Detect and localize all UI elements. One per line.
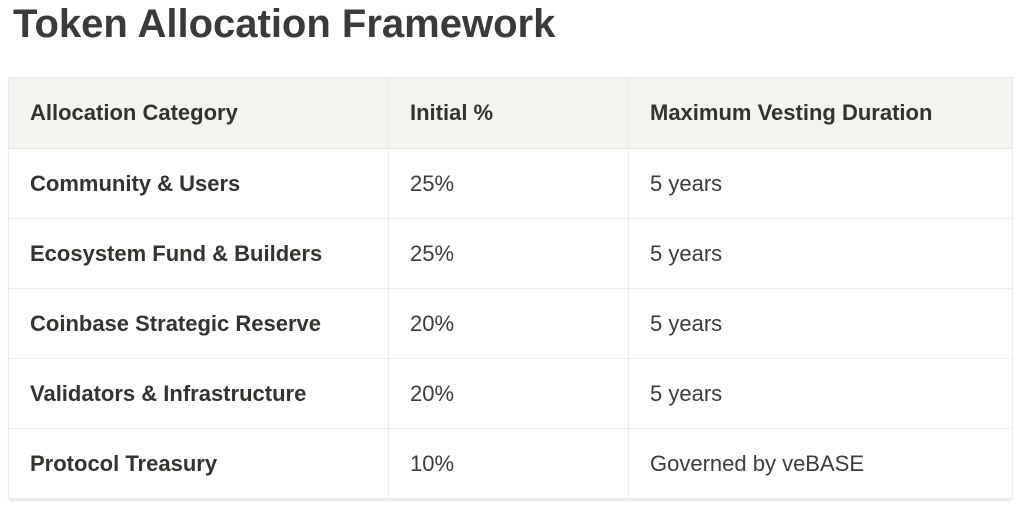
cell-category: Validators & Infrastructure xyxy=(8,358,389,429)
table-row: Validators & Infrastructure 20% 5 years xyxy=(8,358,1013,429)
cell-vesting: Governed by veBASE xyxy=(628,428,1013,499)
cell-vesting: 5 years xyxy=(628,218,1013,289)
column-header-category: Allocation Category xyxy=(8,77,389,149)
page-title: Token Allocation Framework xyxy=(13,2,556,46)
cell-category: Protocol Treasury xyxy=(8,428,389,499)
table-row: Coinbase Strategic Reserve 20% 5 years xyxy=(8,288,1013,359)
table-header: Allocation Category Initial % Maximum Ve… xyxy=(8,77,1013,149)
cell-category: Ecosystem Fund & Builders xyxy=(8,218,389,289)
allocation-table-container: Allocation Category Initial % Maximum Ve… xyxy=(8,77,1013,499)
table-row: Community & Users 25% 5 years xyxy=(8,148,1013,219)
cell-initial: 25% xyxy=(388,148,629,219)
allocation-table: Allocation Category Initial % Maximum Ve… xyxy=(8,77,1013,499)
cell-initial: 20% xyxy=(388,288,629,359)
cell-initial: 10% xyxy=(388,428,629,499)
cell-vesting: 5 years xyxy=(628,148,1013,219)
cell-category: Community & Users xyxy=(8,148,389,219)
table-row: Protocol Treasury 10% Governed by veBASE xyxy=(8,428,1013,499)
cell-vesting: 5 years xyxy=(628,358,1013,429)
header-row: Allocation Category Initial % Maximum Ve… xyxy=(8,77,1013,149)
cell-vesting: 5 years xyxy=(628,288,1013,359)
column-header-vesting: Maximum Vesting Duration xyxy=(628,77,1013,149)
table-row: Ecosystem Fund & Builders 25% 5 years xyxy=(8,218,1013,289)
cell-initial: 25% xyxy=(388,218,629,289)
table-body: Community & Users 25% 5 years Ecosystem … xyxy=(8,148,1013,499)
cell-category: Coinbase Strategic Reserve xyxy=(8,288,389,359)
column-header-initial: Initial % xyxy=(388,77,629,149)
cell-initial: 20% xyxy=(388,358,629,429)
